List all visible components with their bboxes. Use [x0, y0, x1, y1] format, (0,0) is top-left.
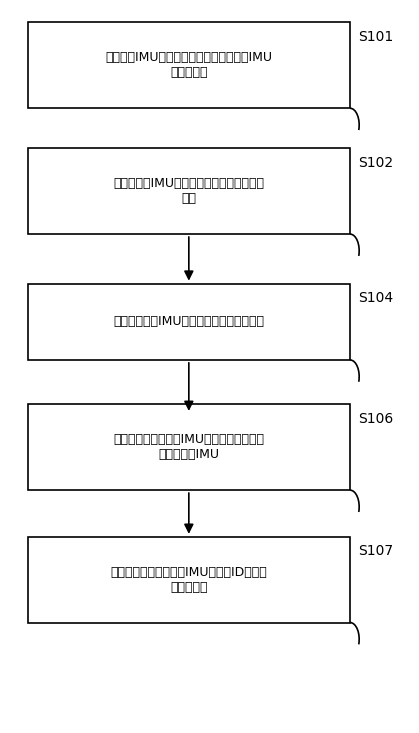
Text: S107: S107 [358, 544, 393, 558]
FancyBboxPatch shape [28, 23, 350, 108]
FancyBboxPatch shape [28, 537, 350, 622]
Text: S104: S104 [358, 291, 393, 305]
Text: S106: S106 [358, 412, 393, 426]
Text: 基于中间值和三冗余IMU发送的工作参数，
确定出异常IMU: 基于中间值和三冗余IMU发送的工作参数， 确定出异常IMU [113, 433, 264, 461]
FancyBboxPatch shape [28, 148, 350, 234]
Text: 将目标工作参数和异常IMU的设备ID发送至
地面工作站: 将目标工作参数和异常IMU的设备ID发送至 地面工作站 [111, 566, 267, 594]
Text: S101: S101 [358, 30, 393, 44]
Text: 对三冗余IMU进行初始化，以获取三冗余IMU
的目标参数: 对三冗余IMU进行初始化，以获取三冗余IMU 的目标参数 [105, 51, 272, 79]
Text: S102: S102 [358, 155, 393, 169]
FancyBboxPatch shape [28, 405, 350, 490]
Text: 获取三冗余IMU发送的待检测飞行器的工作
参数: 获取三冗余IMU发送的待检测飞行器的工作 参数 [113, 177, 264, 205]
Text: 确定出三冗余IMU发送的工作参数的中间值: 确定出三冗余IMU发送的工作参数的中间值 [113, 315, 264, 328]
FancyBboxPatch shape [28, 284, 350, 360]
